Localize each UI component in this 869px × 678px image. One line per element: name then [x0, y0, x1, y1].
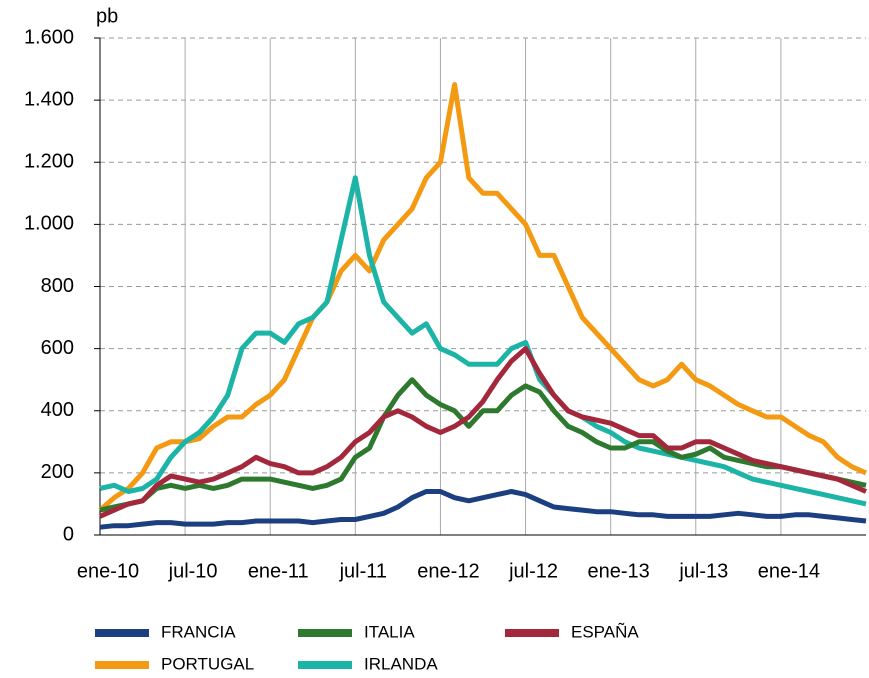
legend-label: ITALIA: [364, 622, 415, 641]
y-tick-label: 600: [41, 337, 74, 359]
y-tick-label: 0: [63, 523, 74, 545]
x-tick-label: jul-11: [339, 560, 387, 582]
x-tick-label: jul-10: [168, 560, 218, 582]
x-tick-label: ene-11: [248, 560, 309, 582]
legend-label: FRANCIA: [161, 622, 236, 641]
x-tick-label: ene-12: [417, 560, 479, 582]
legend-label: ESPAÑA: [571, 622, 639, 641]
series-line: [98, 82, 868, 512]
series-line: [99, 489, 867, 530]
y-tick-label: 1.000: [24, 213, 74, 235]
legend-label: IRLANDA: [364, 654, 438, 673]
series-line: [99, 377, 867, 513]
y-tick-label: 800: [41, 275, 74, 297]
series-line: [99, 175, 867, 507]
x-tick-label: ene-14: [758, 560, 820, 582]
y-tick-label: 400: [41, 399, 74, 421]
y-tick-label: 1.400: [24, 88, 74, 110]
x-tick-label: jul-12: [508, 560, 558, 582]
x-tick-label: ene-10: [77, 560, 139, 582]
legend-label: PORTUGAL: [161, 654, 254, 673]
series-line: [98, 346, 868, 519]
y-tick-label: 200: [41, 461, 74, 483]
x-tick-label: ene-13: [588, 560, 650, 582]
y-tick-label: 1.200: [24, 151, 74, 173]
y-tick-label: 1.600: [24, 26, 74, 48]
y-axis-label: pb: [96, 5, 118, 27]
x-tick-label: jul-13: [678, 560, 728, 582]
